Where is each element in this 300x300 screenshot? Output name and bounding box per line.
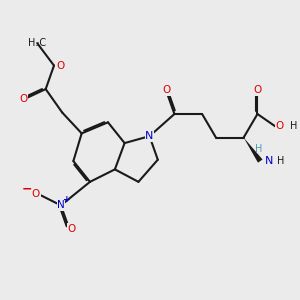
Text: N: N: [265, 156, 274, 166]
Text: O: O: [162, 85, 170, 95]
Text: N: N: [57, 200, 65, 210]
Text: O: O: [20, 94, 28, 104]
Text: H: H: [255, 144, 262, 154]
Text: H: H: [290, 122, 297, 131]
Text: O: O: [68, 224, 76, 234]
Text: O: O: [57, 61, 65, 70]
Text: O: O: [253, 85, 262, 95]
Text: O: O: [32, 189, 40, 199]
Text: −: −: [22, 183, 32, 196]
Text: +: +: [63, 195, 71, 204]
Text: O: O: [275, 122, 284, 131]
Text: H: H: [277, 156, 284, 166]
Text: N: N: [145, 131, 154, 141]
Text: H₃C: H₃C: [28, 38, 46, 48]
Polygon shape: [244, 137, 262, 163]
